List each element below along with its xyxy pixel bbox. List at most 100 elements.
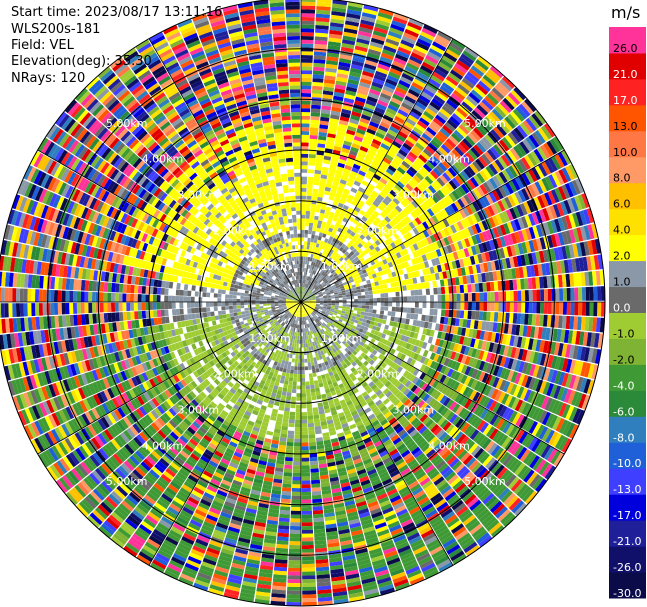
radar-gate (429, 234, 437, 243)
radar-gate (316, 263, 320, 269)
radar-gate (359, 363, 366, 370)
radar-gate (314, 36, 328, 42)
radar-gate (321, 328, 325, 333)
radar-gate (472, 431, 483, 443)
radar-gate (496, 322, 502, 333)
radar-gate (457, 373, 465, 383)
radar-gate (396, 83, 409, 92)
radar-gate (337, 69, 349, 76)
radar-gate (315, 332, 319, 337)
radar-gate (317, 247, 322, 253)
radar-gate (335, 193, 342, 199)
radar-gate (331, 11, 346, 17)
radar-gate (374, 106, 386, 115)
radar-gate (407, 180, 417, 189)
radar-gate (316, 356, 320, 361)
radar-gate (384, 195, 393, 203)
radar-gate (326, 292, 331, 295)
radar-gate (367, 225, 374, 232)
radar-gate (303, 304, 307, 308)
radar-gate (471, 235, 478, 245)
radar-gate (337, 467, 347, 473)
radar-gate (311, 325, 315, 330)
radar-gate (416, 71, 430, 81)
radar-gate (351, 274, 357, 279)
radar-gate (453, 526, 467, 538)
radar-gate (463, 118, 475, 130)
radar-gate (531, 132, 543, 146)
radar-gate (446, 368, 454, 378)
radar-gate (353, 400, 360, 407)
radar-gate (368, 430, 377, 438)
radar-gate (416, 206, 424, 215)
radar-gate (329, 362, 334, 368)
radar-gate (340, 277, 345, 282)
radar-gate (453, 352, 460, 362)
radar-gate (411, 296, 415, 302)
radar-gate (432, 280, 437, 288)
radar-gate (362, 581, 377, 588)
radar-gate (339, 179, 347, 185)
radar-gate (373, 277, 378, 282)
radar-gate (301, 77, 312, 82)
radar-gate (579, 242, 587, 257)
radar-gate (492, 416, 502, 428)
radar-gate (489, 353, 496, 364)
radar-gate (368, 274, 374, 280)
radar-gate (531, 338, 538, 351)
radar-gate (463, 98, 476, 110)
radar-gate (436, 355, 443, 364)
radar-gate (490, 462, 502, 475)
radar-gate (381, 319, 387, 325)
radar-gate (441, 208, 449, 218)
radar-gate (560, 201, 569, 216)
radar-gate (538, 250, 545, 263)
radar-gate (505, 95, 518, 108)
radar-gate (302, 294, 305, 299)
radar-gate (345, 291, 350, 295)
radar-gate (292, 484, 301, 489)
radar-gate (558, 357, 565, 371)
radar-gate (341, 422, 349, 429)
radar-gate (398, 340, 404, 347)
radar-gate (295, 415, 301, 420)
radar-gate (363, 354, 369, 361)
radar-gate (360, 251, 366, 258)
radar-gate (301, 396, 307, 401)
radar-gate (477, 273, 483, 283)
radar-gate (582, 331, 589, 346)
radar-gate (423, 483, 435, 493)
radar-gate (571, 179, 581, 195)
radar-gate (372, 264, 378, 270)
radar-gate (380, 306, 385, 311)
radar-gate (428, 542, 442, 552)
radar-gate (354, 342, 360, 348)
radar-gate (489, 480, 502, 492)
radar-gate (358, 200, 365, 207)
radar-gate (564, 245, 571, 259)
radar-gate (308, 281, 312, 285)
radar-gate (495, 124, 507, 137)
radar-gate (516, 125, 528, 138)
radar-gate (375, 285, 380, 290)
radar-gate (320, 420, 328, 426)
radar-gate (352, 219, 359, 225)
radar-gate (370, 229, 377, 236)
radar-gate (527, 253, 534, 265)
radar-gate (469, 499, 482, 511)
radar-gate (304, 298, 309, 301)
radar-gate (378, 496, 390, 504)
radar-gate (399, 43, 413, 52)
radar-gate (386, 488, 398, 496)
radar-gate (313, 66, 325, 72)
radar-gate (316, 303, 320, 305)
radar-gate (356, 504, 368, 511)
radar-gate (355, 41, 369, 49)
radar-gate (443, 141, 454, 151)
radar-gate (423, 431, 433, 440)
radar-gate (452, 293, 457, 302)
radar-gate (528, 302, 533, 314)
radar-gate (311, 93, 322, 98)
radar-gate (307, 297, 312, 300)
radar-gate (343, 393, 350, 399)
